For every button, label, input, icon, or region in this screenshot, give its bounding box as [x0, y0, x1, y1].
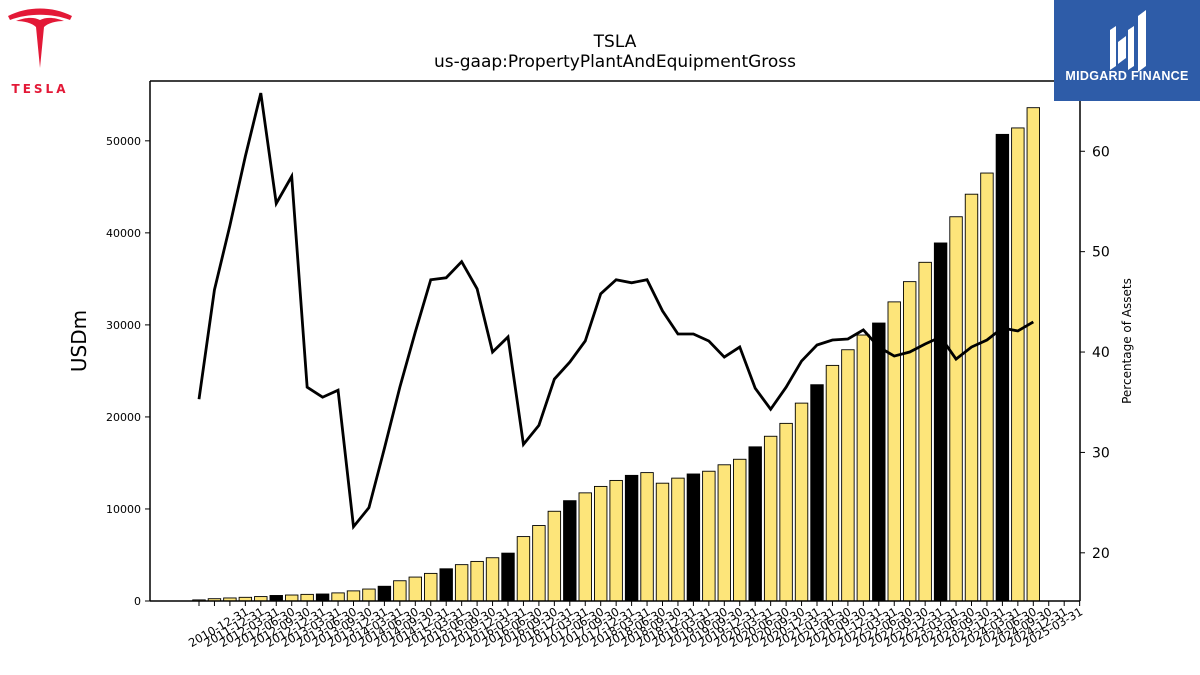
bar — [903, 281, 917, 602]
bar — [763, 435, 778, 602]
bar — [563, 500, 577, 602]
y2-tick-label: 30 — [1092, 445, 1110, 461]
y2-tick-label: 40 — [1092, 345, 1110, 361]
bar — [810, 384, 824, 602]
y2-tick-label: 20 — [1092, 546, 1110, 562]
bar — [470, 560, 484, 602]
bar — [933, 242, 948, 602]
bar — [733, 458, 747, 602]
bar — [439, 568, 453, 602]
bar — [269, 595, 283, 602]
y2-tick-label: 50 — [1092, 245, 1110, 261]
chart-title: TSLA — [593, 32, 637, 52]
bar — [964, 193, 979, 602]
bar — [980, 172, 994, 602]
bar — [501, 552, 515, 602]
bar — [794, 402, 809, 602]
y-axis-label: USDm — [67, 310, 91, 372]
tesla-logo-icon — [8, 8, 72, 68]
bar — [748, 446, 762, 602]
bar — [887, 301, 901, 602]
y-tick-label: 10000 — [106, 503, 141, 516]
bar — [362, 588, 376, 602]
bar — [532, 525, 546, 602]
bar — [547, 510, 562, 602]
bar — [516, 536, 531, 602]
tesla-wordmark: TESLA — [11, 82, 69, 96]
bar — [1011, 127, 1025, 602]
bar — [331, 592, 345, 602]
bar — [872, 322, 886, 602]
bar — [408, 576, 422, 602]
bar — [300, 593, 314, 602]
y-tick-label: 0 — [134, 595, 141, 608]
bar — [346, 590, 361, 602]
y2-tick-label: 60 — [1092, 144, 1110, 160]
bar — [377, 585, 392, 602]
bar — [841, 349, 855, 602]
bar — [285, 594, 299, 602]
bar — [825, 364, 840, 602]
bar — [995, 133, 1010, 602]
bar — [424, 572, 438, 602]
y2-axis-label: Percentage of Assets — [1120, 278, 1134, 404]
y-tick-label: 30000 — [106, 319, 141, 332]
bar — [671, 477, 685, 602]
y-tick-label: 40000 — [106, 227, 141, 240]
bar — [856, 334, 871, 602]
bar — [315, 593, 330, 602]
bar — [717, 464, 731, 602]
bar — [594, 485, 608, 602]
bar — [918, 261, 932, 602]
bar — [485, 557, 500, 602]
bar — [640, 472, 654, 602]
y-tick-label: 20000 — [106, 411, 141, 424]
bar — [779, 422, 793, 602]
midgard-finance-name: MIDGARD FINANCE — [1065, 69, 1189, 83]
bar — [655, 482, 670, 602]
series-line — [197, 92, 1035, 531]
bar — [624, 474, 639, 602]
bar — [578, 492, 592, 602]
bar — [393, 580, 407, 602]
bar — [949, 216, 963, 602]
midgard-finance-badge: MIDGARD FINANCE — [1054, 0, 1200, 101]
chart-subtitle: us-gaap:PropertyPlantAndEquipmentGross — [433, 52, 797, 72]
bar — [686, 473, 701, 602]
bar — [702, 470, 716, 602]
bar — [1026, 107, 1041, 602]
y-tick-label: 50000 — [106, 135, 141, 148]
bar — [454, 564, 469, 602]
bar — [609, 479, 623, 602]
midgard-logo-icon — [1110, 10, 1146, 72]
